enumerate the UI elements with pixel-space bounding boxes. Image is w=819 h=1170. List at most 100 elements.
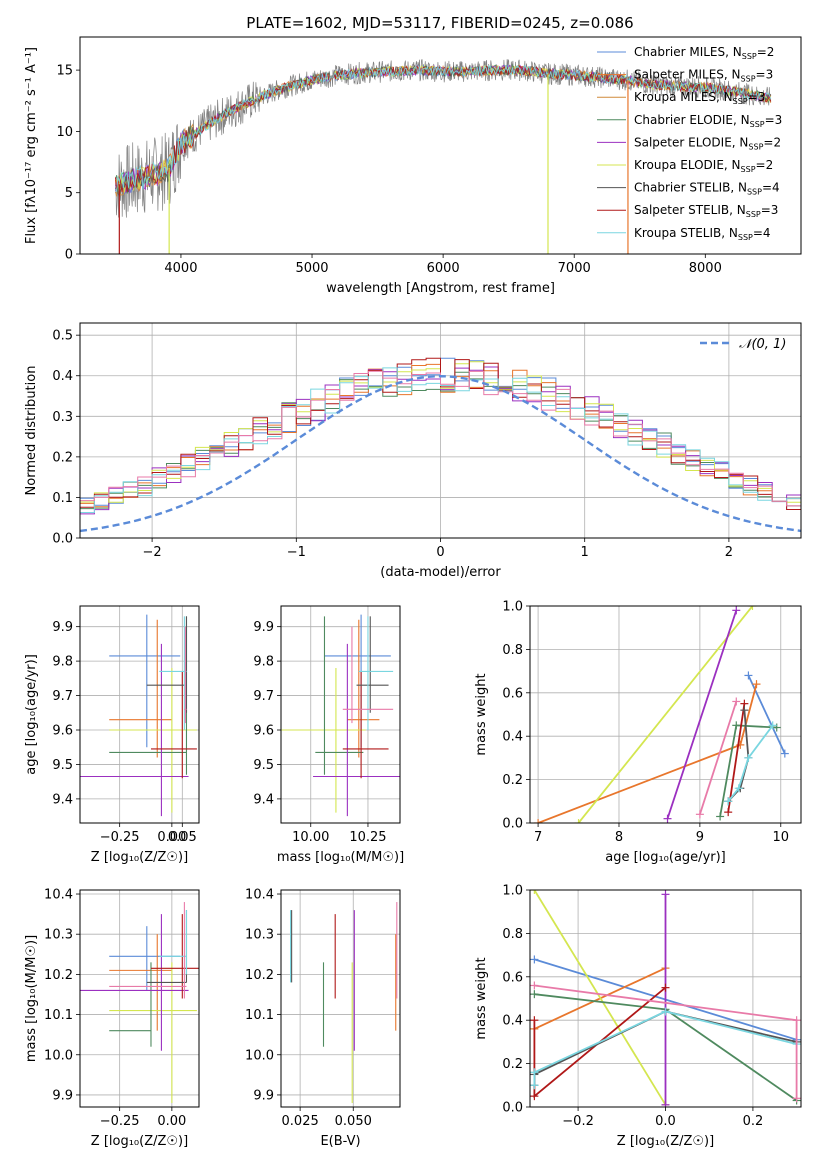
legend-entry: Kroupa ELODIE, NSSP=2 [634, 158, 773, 174]
plot-frame [280, 605, 401, 824]
x-tick-label: 0.00 [157, 830, 186, 845]
y-tick-label: 10.1 [245, 1008, 274, 1023]
plot-frame [280, 889, 401, 1108]
y-tick-label: 9.6 [253, 724, 274, 739]
y-tick-label: 0.4 [52, 369, 73, 384]
y-axis-label: mass weight [474, 957, 489, 1039]
histogram-salpeter_stelib [80, 357, 801, 517]
y-tick-label: 10.3 [44, 928, 73, 943]
y-tick-label: 9.4 [253, 792, 274, 807]
weight-line-kroupa_elodie [533, 890, 667, 1106]
plot-frame [529, 605, 802, 824]
legend-entry: 𝒩(0, 1) [739, 337, 786, 352]
x-tick-label: 0.050 [335, 1114, 372, 1129]
gaussian-curve [80, 374, 801, 533]
plot-frame [79, 36, 802, 255]
y-tick-label: 9.5 [253, 758, 274, 773]
x-axis-label: age [log₁₀(age/yr)] [605, 850, 726, 865]
x-tick-label: 9 [696, 830, 704, 845]
x-tick-label: 0.00 [157, 1114, 186, 1129]
y-tick-label: 9.9 [52, 1088, 73, 1103]
weight-line-kroupa_elodie [577, 606, 754, 823]
legend-entry: Salpeter STELIB, NSSP=3 [634, 203, 778, 219]
y-tick-label: 9.7 [253, 689, 274, 704]
plot-frame [79, 322, 802, 539]
y-tick-label: 0.2 [52, 450, 73, 465]
y-axis-label: mass weight [474, 673, 489, 755]
x-tick-label: 8000 [689, 261, 722, 276]
x-tick-label: 10.25 [349, 830, 386, 845]
model-spectrum-kroupa_stelib [115, 64, 772, 194]
spectrum-lines [114, 59, 772, 254]
x-axis-label: (data-model)/error [380, 565, 501, 580]
histograms [80, 357, 801, 533]
weight-line-salpeter_stelib [727, 703, 746, 813]
weight-lines [530, 890, 801, 1107]
y-tick-label: 0.6 [502, 686, 523, 701]
y-axis-label: Normed distribution [24, 366, 39, 496]
plot-frame [529, 889, 802, 1108]
x-tick-label: −1 [287, 545, 306, 560]
weight-line-salpeter_elodie [666, 610, 738, 819]
y-tick-label: 9.9 [253, 1088, 274, 1103]
y-tick-label: 9.6 [52, 724, 73, 739]
y-tick-label: 0.4 [502, 730, 523, 745]
y-tick-label: 0.6 [502, 970, 523, 985]
y-tick-label: 10.3 [245, 928, 274, 943]
errorbars [281, 614, 400, 817]
y-tick-label: 10.2 [245, 968, 274, 983]
y-tick-label: 0.0 [502, 1101, 523, 1116]
y-tick-label: 10.2 [44, 968, 73, 983]
weight-line-kroupa_stelib [533, 1010, 797, 1086]
y-tick-label: 1.0 [502, 884, 523, 899]
y-tick-label: 10.0 [245, 1048, 274, 1063]
errorbars [290, 902, 398, 1103]
legend-entry: Chabrier ELODIE, NSSP=3 [634, 113, 782, 129]
x-axis-label: wavelength [Angstrom, rest frame] [326, 281, 555, 296]
plot-frame [79, 889, 200, 1108]
y-tick-label: 0.2 [502, 773, 523, 788]
x-tick-label: 0.05 [168, 830, 197, 845]
y-tick-label: 0.1 [52, 491, 73, 506]
y-tick-label: 9.5 [52, 758, 73, 773]
y-tick-label: 0.0 [52, 532, 73, 547]
y-tick-label: 9.9 [253, 620, 274, 635]
y-tick-label: 15 [56, 64, 73, 79]
y-tick-label: 10.1 [44, 1008, 73, 1023]
y-tick-label: 10.4 [44, 888, 73, 903]
x-tick-label: 0.2 [743, 1114, 764, 1129]
y-tick-label: 0.5 [52, 329, 73, 344]
y-tick-label: 10.4 [245, 888, 274, 903]
x-tick-label: 10 [773, 830, 790, 845]
y-axis-label: age [log₁₀(age/yr)] [24, 654, 39, 775]
weight-line-chabrier_miles [747, 675, 786, 754]
y-tick-label: 10.0 [44, 1048, 73, 1063]
x-tick-label: 1 [581, 545, 589, 560]
legend-entry: Chabrier MILES, NSSP=2 [634, 45, 774, 61]
x-axis-label: E(B-V) [320, 1134, 360, 1149]
x-tick-label: 0.0 [655, 1114, 676, 1129]
y-tick-label: 0.2 [502, 1057, 523, 1072]
legend-entry: Kroupa STELIB, NSSP=4 [634, 226, 771, 242]
x-axis-label: Z [log₁₀(Z/Z☉)] [91, 1134, 188, 1149]
legend-entry: Salpeter ELODIE, NSSP=2 [634, 135, 781, 151]
x-axis-label: mass [log₁₀(M/M☉)] [277, 850, 404, 865]
errorbars [80, 902, 199, 1103]
x-tick-label: 6000 [427, 261, 460, 276]
y-tick-label: 10 [56, 125, 73, 140]
y-tick-label: 0.8 [502, 643, 523, 658]
y-tick-label: 9.8 [52, 655, 73, 670]
legend-entry: Chabrier STELIB, NSSP=4 [634, 181, 780, 197]
y-tick-label: 0.0 [502, 817, 523, 832]
plot-frame [79, 605, 200, 824]
x-axis-label: Z [log₁₀(Z/Z☉)] [617, 1134, 714, 1149]
y-axis-label: mass [log₁₀(M/M☉)] [24, 935, 39, 1062]
y-tick-label: 0.3 [52, 410, 73, 425]
x-axis-label: Z [log₁₀(Z/Z☉)] [91, 850, 188, 865]
figure-title: PLATE=1602, MJD=53117, FIBERID=0245, z=0… [246, 14, 633, 32]
legend-entry: Salpeter MILES, NSSP=3 [634, 68, 773, 84]
y-tick-label: 0.8 [502, 927, 523, 942]
x-tick-label: 2 [725, 545, 733, 560]
weight-line-salpeter_miles [537, 683, 758, 823]
histogram-kroupa_elodie [80, 361, 801, 512]
